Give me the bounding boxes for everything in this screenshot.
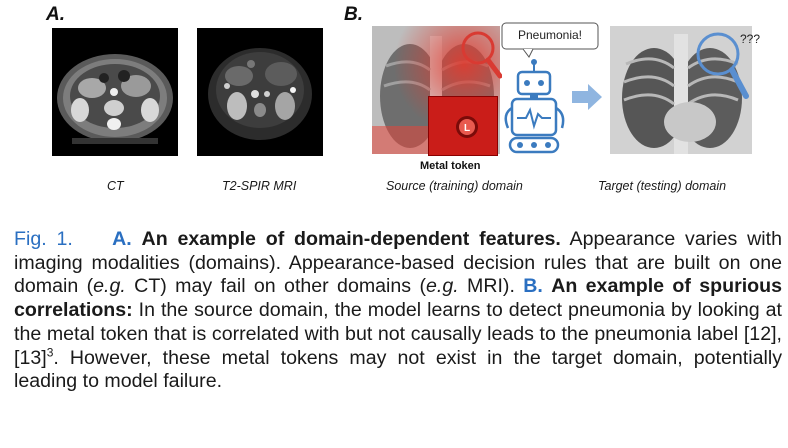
caption-a-title: An example of domain-dependent features. [141,228,561,250]
caption-eg: e.g. [425,275,459,298]
target-domain-label: Target (testing) domain [598,179,727,193]
panel-b-letter: B. [344,4,363,25]
svg-text:L: L [464,123,470,134]
metal-token-label: Metal token [420,160,481,172]
caption-a-label: A. [112,228,132,250]
source-domain-label: Source (training) domain [386,179,523,193]
metal-token-image: L [428,96,498,156]
caption-a-text: Appearance varies with imaging modalitie… [14,228,782,298]
speech-bubble [501,22,599,58]
ct-scan-image [52,28,178,156]
mri-label: T2-SPIR MRI [222,179,297,193]
arrow-right-icon [572,84,602,110]
caption-footnote: 3 [46,344,54,359]
speech-bubble-text: Pneumonia! [517,28,583,42]
figure-number: Fig. 1. [14,228,73,250]
panel-a-letter: A. [46,4,65,25]
question-marks: ??? [740,32,761,46]
mri-scan-image [197,28,323,156]
caption-a-text2: CT) may fail on other domains ( [125,275,426,298]
figure-caption: Fig. 1. A. An example of domain-dependen… [14,228,782,394]
caption-b-text: In the source domain, the model learns t… [14,299,782,369]
caption-eg: e.g. [93,275,126,298]
robot-icon [504,59,565,154]
caption-b-title: An example of spurious correlations: [14,275,782,322]
ct-label: CT [107,179,124,193]
caption-a-text3: MRI). [458,275,524,298]
magnifier-icon [461,31,502,79]
magnifier-icon [696,32,749,99]
caption-b-label: B. [523,275,543,298]
caption-b-text2: . However, these metal tokens may not ex… [14,346,782,393]
